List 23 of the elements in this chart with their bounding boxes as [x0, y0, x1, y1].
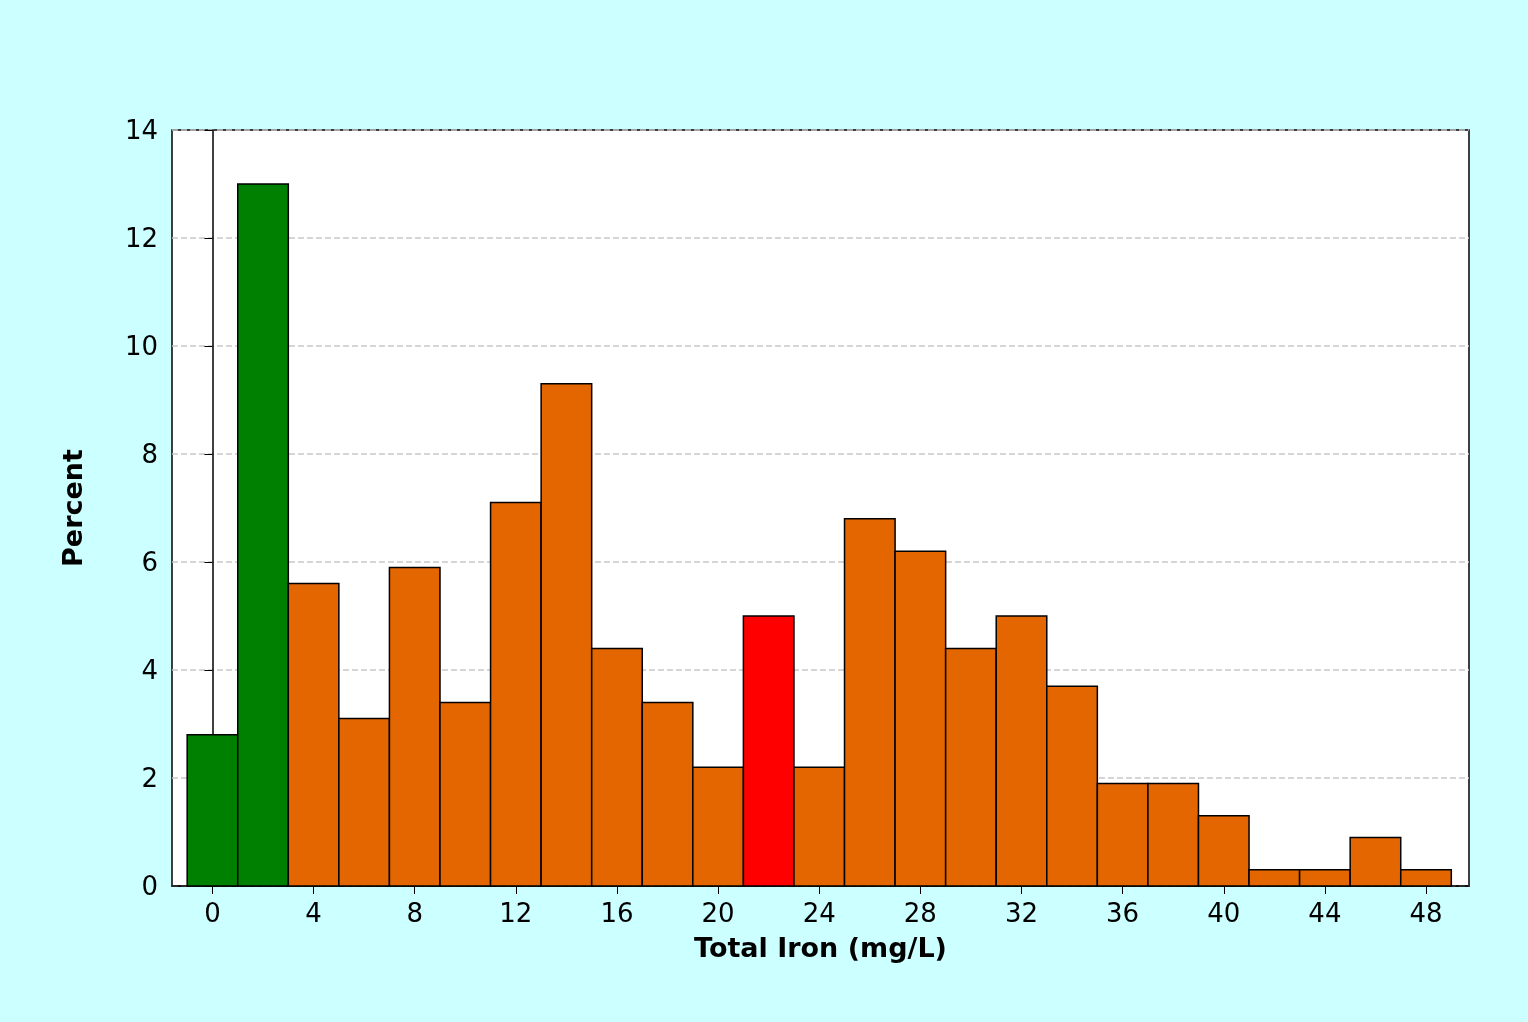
y-tick-label: 2	[141, 763, 158, 793]
x-tick-label: 40	[1207, 898, 1241, 928]
x-tick-label: 32	[1004, 898, 1039, 928]
x-tick-label: 16	[600, 898, 634, 928]
x-tick-label: 48	[1409, 898, 1443, 928]
x-tick-label: 24	[802, 898, 836, 928]
x-tick-label: 28	[903, 898, 937, 928]
x-tick-label: 8	[406, 898, 423, 928]
y-tick-label: 0	[141, 871, 158, 901]
x-axis-title: Total Iron (mg/L)	[694, 932, 947, 963]
y-tick-label: 14	[124, 115, 158, 145]
x-tick-label: 44	[1308, 898, 1342, 928]
y-tick-label: 10	[124, 331, 158, 361]
x-tick-label: 12	[499, 898, 533, 928]
y-tick-label: 8	[141, 439, 158, 469]
y-tick-label: 6	[141, 547, 158, 577]
x-tick-label: 4	[305, 898, 322, 928]
x-tick-label: 36	[1106, 898, 1140, 928]
x-tick-label: 0	[204, 898, 221, 928]
y-tick-label: 4	[141, 655, 158, 685]
x-tick-label: 20	[701, 898, 735, 928]
y-axis-title: Percent	[57, 448, 88, 567]
y-tick-label: 12	[124, 223, 158, 253]
